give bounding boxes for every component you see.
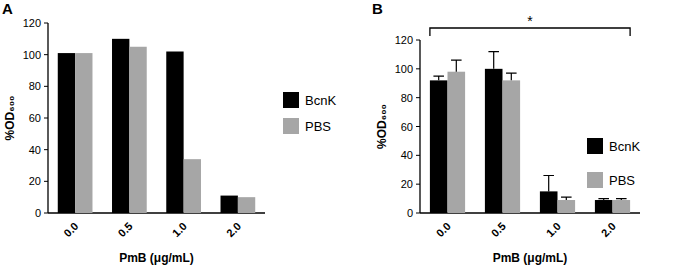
legend-label: BcnK — [305, 93, 336, 108]
bar — [595, 200, 613, 213]
y-tick-label: 100 — [395, 63, 413, 75]
x-tick-label: 0.5 — [115, 220, 134, 239]
y-tick-label: 80 — [29, 80, 41, 92]
error-bar — [561, 197, 572, 200]
x-tick-label: 0.0 — [434, 220, 453, 239]
bar — [112, 39, 129, 213]
bar — [166, 52, 183, 214]
x-tick-label: 0.0 — [61, 220, 80, 239]
y-axis-label: %OD₆₀₀ — [3, 96, 17, 141]
error-bar — [543, 176, 554, 192]
bar — [613, 200, 631, 213]
panel: A 0 20 40 60 80 100 120 0.0 0.5 1.0 2.0 PmB (μg/mL)%… — [2, 0, 336, 265]
y-tick-label: 20 — [29, 175, 41, 187]
y-axis — [47, 23, 48, 213]
bar — [221, 196, 238, 213]
significance-bracket — [430, 28, 630, 36]
figure: A 0 20 40 60 80 100 120 0.0 0.5 1.0 2.0 PmB (μg/mL)%… — [0, 0, 683, 271]
y-tick-label: 60 — [401, 121, 413, 133]
y-tick-label: 40 — [29, 144, 41, 156]
y-tick-label: 0 — [35, 207, 41, 219]
bar — [129, 47, 146, 213]
error-bar — [488, 52, 499, 69]
bar — [485, 69, 503, 213]
legend-swatch — [283, 118, 299, 134]
legend-label: PBS — [305, 119, 331, 134]
y-axis-label: %OD₆₀₀ — [375, 104, 389, 149]
error-bar — [598, 199, 609, 200]
error-bar — [616, 199, 627, 200]
panel: B 0 20 40 60 80 100 120 0.0 0.5 1.0 2.0 PmB (μg/mL)%… — [372, 0, 640, 265]
y-tick-label: 60 — [29, 112, 41, 124]
legend-label: PBS — [609, 173, 635, 188]
y-tick-label: 0 — [407, 207, 413, 219]
annotation: * — [527, 13, 533, 29]
bars — [58, 39, 255, 213]
error-bar — [451, 60, 462, 72]
x-axis-label: PmB (μg/mL) — [493, 251, 568, 265]
y-tick-label: 80 — [401, 92, 413, 104]
bar — [238, 197, 255, 213]
bar — [184, 159, 201, 213]
y-tick-label: 40 — [401, 149, 413, 161]
panel-title: A — [2, 0, 13, 17]
bar — [430, 80, 448, 213]
bar — [75, 53, 92, 213]
legend-label: BcnK — [609, 139, 640, 154]
error-bar — [506, 73, 517, 80]
y-tick-label: 20 — [401, 178, 413, 190]
y-axis — [419, 40, 420, 213]
bar — [540, 191, 558, 213]
x-tick-label: 0.5 — [489, 220, 508, 239]
legend-swatch — [587, 138, 603, 154]
panel-title: B — [372, 0, 383, 17]
y-tick-label: 120 — [395, 34, 413, 46]
bar — [58, 53, 75, 213]
x-tick-label: 1.0 — [544, 220, 563, 239]
legend-swatch — [283, 92, 299, 108]
bar — [448, 72, 466, 213]
bar — [503, 80, 521, 213]
x-tick-label: 1.0 — [170, 220, 189, 239]
bar — [558, 200, 576, 213]
x-axis-label: PmB (μg/mL) — [119, 251, 194, 265]
y-tick-label: 100 — [23, 49, 41, 61]
x-tick-label: 2.0 — [599, 220, 618, 239]
y-tick-label: 120 — [23, 17, 41, 29]
legend-swatch — [587, 172, 603, 188]
bars — [430, 52, 630, 213]
error-bar — [433, 76, 444, 80]
x-tick-label: 2.0 — [224, 220, 243, 239]
